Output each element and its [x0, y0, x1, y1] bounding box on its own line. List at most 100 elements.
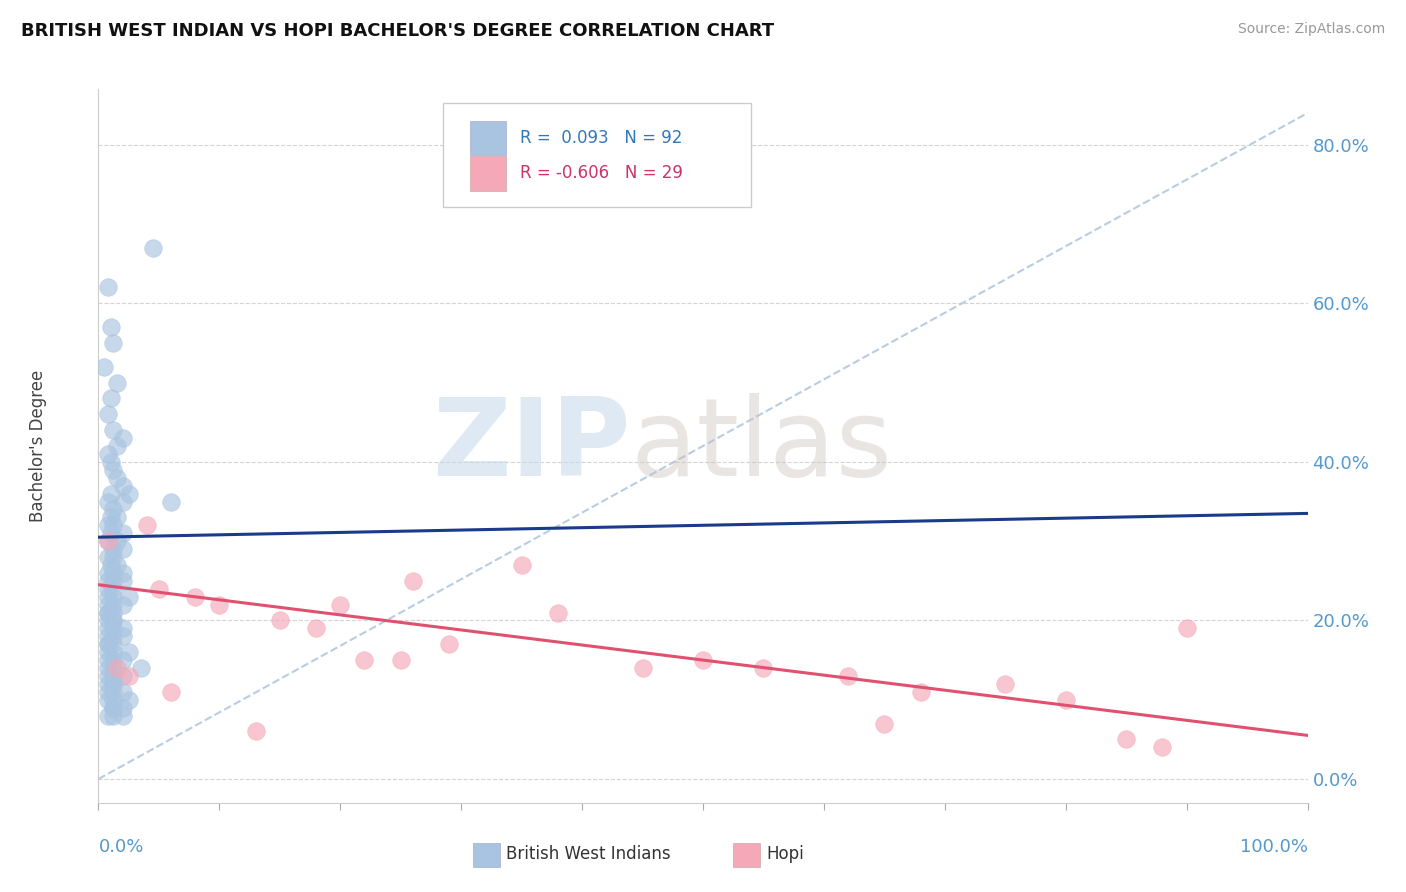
Point	[692, 653, 714, 667]
Text: Hopi: Hopi	[766, 846, 804, 863]
Point	[111, 669, 134, 683]
Point	[111, 598, 134, 612]
Point	[101, 677, 124, 691]
Point	[101, 590, 124, 604]
Point	[111, 708, 134, 723]
Point	[111, 478, 134, 492]
Point	[101, 574, 124, 588]
Point	[97, 708, 120, 723]
Point	[97, 637, 120, 651]
Text: British West Indians: British West Indians	[506, 846, 671, 863]
Point	[101, 598, 124, 612]
FancyBboxPatch shape	[470, 120, 506, 155]
Point	[97, 534, 120, 549]
Point	[118, 669, 141, 683]
Point	[101, 614, 124, 628]
Point	[97, 685, 120, 699]
Point	[100, 558, 122, 572]
Point	[184, 590, 207, 604]
Point	[105, 534, 128, 549]
Point	[101, 621, 124, 635]
Point	[245, 724, 267, 739]
Point	[111, 629, 134, 643]
Point	[97, 582, 120, 596]
Point	[100, 510, 122, 524]
Point	[100, 320, 122, 334]
Point	[1054, 692, 1077, 706]
Point	[118, 590, 141, 604]
Point	[118, 645, 141, 659]
Point	[97, 598, 120, 612]
Point	[111, 621, 134, 635]
Point	[97, 692, 120, 706]
Point	[97, 566, 120, 580]
FancyBboxPatch shape	[474, 843, 501, 867]
Point	[148, 582, 170, 596]
Point	[129, 661, 152, 675]
Point	[105, 471, 128, 485]
Point	[1152, 740, 1174, 755]
Point	[101, 708, 124, 723]
Text: BRITISH WEST INDIAN VS HOPI BACHELOR'S DEGREE CORRELATION CHART: BRITISH WEST INDIAN VS HOPI BACHELOR'S D…	[21, 22, 775, 40]
Point	[118, 486, 141, 500]
Point	[111, 542, 134, 557]
Point	[402, 574, 425, 588]
Point	[100, 486, 122, 500]
Point	[97, 669, 120, 683]
Point	[873, 716, 896, 731]
Point	[547, 606, 569, 620]
Point	[97, 645, 120, 659]
Point	[101, 645, 124, 659]
Point	[101, 423, 124, 437]
Point	[97, 653, 120, 667]
Point	[105, 510, 128, 524]
Text: R =  0.093   N = 92: R = 0.093 N = 92	[520, 128, 683, 146]
Point	[111, 700, 134, 714]
Point	[101, 692, 124, 706]
Point	[101, 582, 124, 596]
Point	[101, 700, 124, 714]
Point	[100, 392, 122, 406]
Point	[101, 685, 124, 699]
Point	[329, 598, 352, 612]
Point	[1175, 621, 1198, 635]
Point	[97, 494, 120, 508]
Point	[101, 606, 124, 620]
Point	[111, 566, 134, 580]
Point	[111, 574, 134, 588]
Point	[97, 574, 120, 588]
Point	[910, 685, 932, 699]
Point	[101, 566, 124, 580]
Point	[100, 455, 122, 469]
Text: Source: ZipAtlas.com: Source: ZipAtlas.com	[1237, 22, 1385, 37]
Text: 0.0%: 0.0%	[98, 838, 143, 856]
Point	[100, 526, 122, 541]
Point	[105, 661, 128, 675]
Point	[97, 629, 120, 643]
Point	[752, 661, 775, 675]
Point	[101, 542, 124, 557]
Point	[837, 669, 859, 683]
Point	[97, 549, 120, 564]
Point	[142, 241, 165, 255]
Point	[97, 590, 120, 604]
Point	[269, 614, 291, 628]
Text: R = -0.606   N = 29: R = -0.606 N = 29	[520, 164, 683, 182]
Point	[111, 526, 134, 541]
Point	[353, 653, 375, 667]
Point	[97, 661, 120, 675]
Point	[208, 598, 231, 612]
FancyBboxPatch shape	[470, 156, 506, 191]
Point	[97, 621, 120, 635]
Point	[160, 685, 183, 699]
Point	[97, 637, 120, 651]
Point	[101, 677, 124, 691]
Point	[105, 439, 128, 453]
Point	[111, 685, 134, 699]
Point	[111, 431, 134, 445]
Point	[101, 637, 124, 651]
Point	[135, 518, 157, 533]
Point	[101, 629, 124, 643]
Point	[101, 502, 124, 516]
Point	[97, 606, 120, 620]
